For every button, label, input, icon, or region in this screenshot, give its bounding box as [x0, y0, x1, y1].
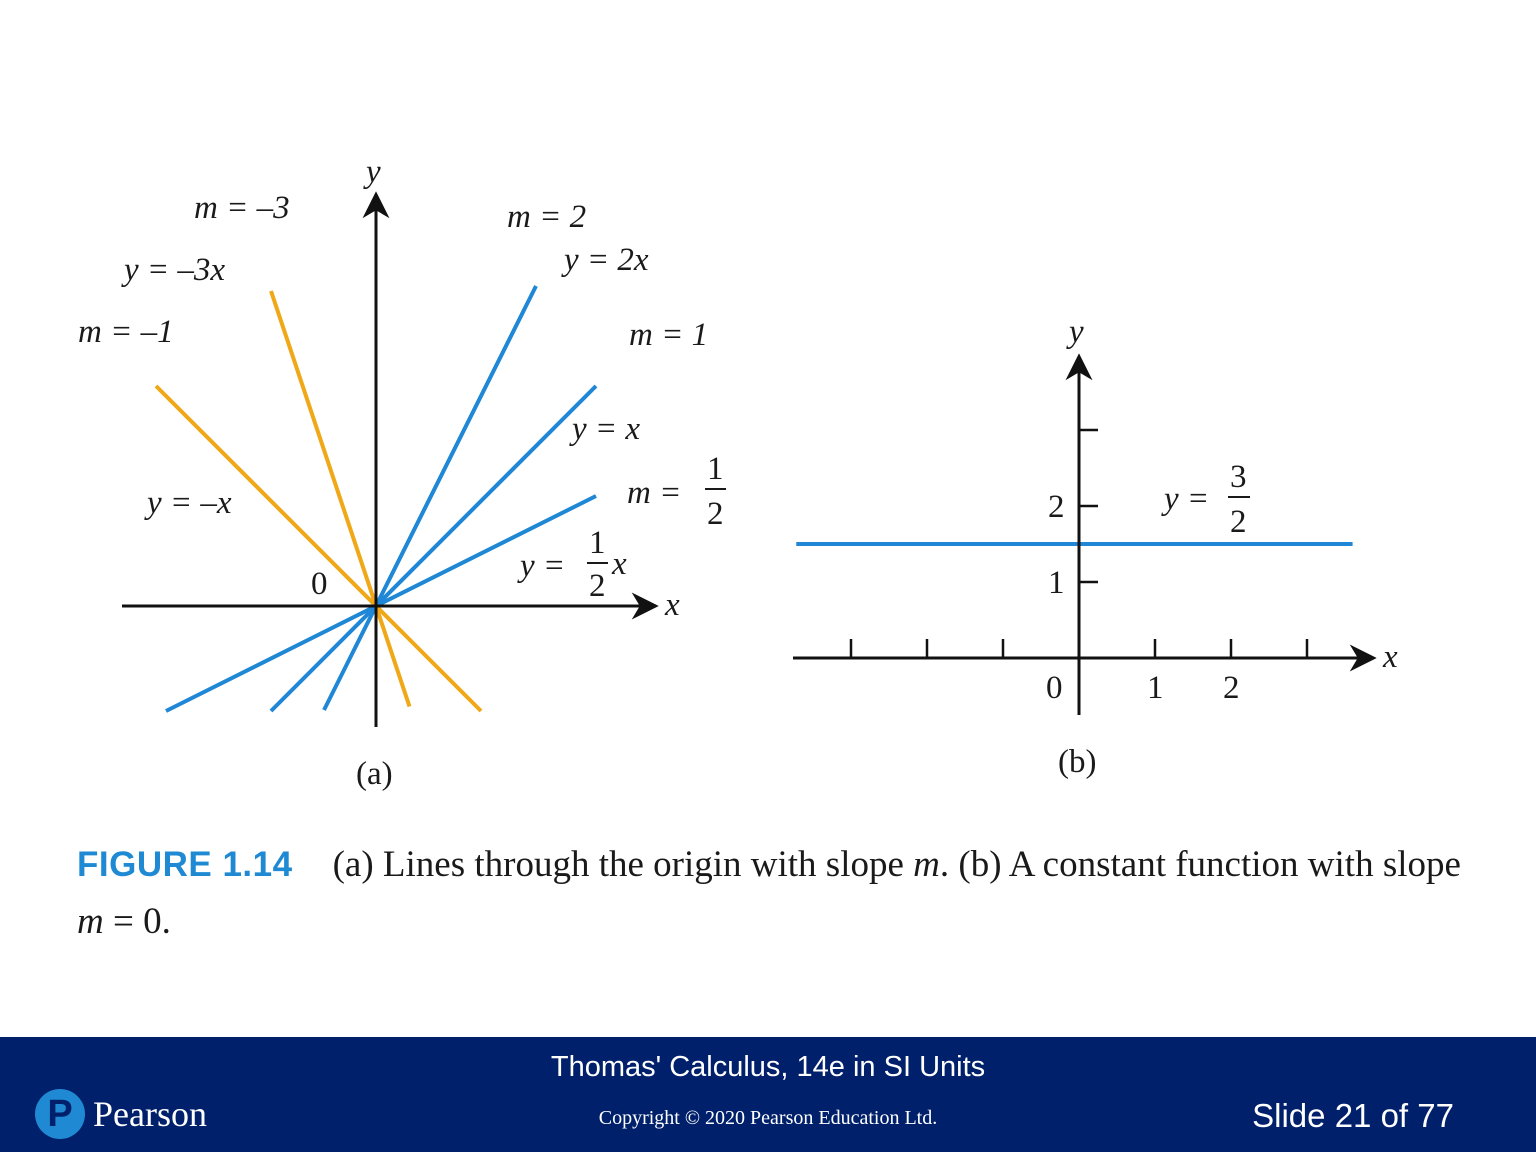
svg-text:2: 2 — [589, 568, 606, 604]
slope-label-m-neg1: m = –1 — [78, 314, 174, 350]
svg-text:1: 1 — [707, 451, 724, 487]
copyright: Copyright © 2020 Pearson Education Ltd. — [598, 1107, 938, 1129]
slide-of: of — [1380, 1097, 1409, 1134]
eq-label-y-half-x: y = (1/2)x y = 1 2 x — [517, 525, 627, 604]
panel-b-chart: y x 0 1 2 1 2 y = 3/2 y = 3 2 (b) — [793, 314, 1398, 780]
svg-text:2: 2 — [1230, 504, 1247, 540]
eq-label-y-negx: y = –x — [144, 485, 232, 521]
eq-label-y-three-halves: y = 3/2 y = 3 2 — [1161, 459, 1250, 540]
caption-text-1: (a) Lines through the origin with slope — [332, 844, 914, 885]
slope-label-m-half: m = 1/2 m = 1 2 — [627, 451, 726, 532]
caption-var-m2: m — [77, 901, 104, 942]
panel-b-x-tick-label-0: 0 — [1046, 670, 1063, 706]
slope-label-m-neg3: m = –3 — [194, 190, 290, 226]
slide-counter: Slide 21 of 77 — [1252, 1097, 1454, 1135]
panel-b-y-axis-label: y — [1066, 314, 1084, 350]
series-line-4 — [165, 494, 597, 713]
book-title: Thomas' Calculus, 14e in SI Units — [550, 1051, 986, 1083]
figure-1-14: y x 0 m = –3 y = –3x m = –1 y = –x m = 2… — [78, 154, 1398, 792]
slide-footer: Thomas' Calculus, 14e in SI Units Copyri… — [0, 1037, 1536, 1152]
eq-label-y-x: y = x — [569, 411, 640, 447]
series-line-3 — [269, 384, 598, 713]
svg-text:3: 3 — [1230, 459, 1247, 495]
slide-total: 77 — [1417, 1097, 1454, 1134]
svg-text:1: 1 — [589, 525, 606, 561]
svg-text:x: x — [611, 546, 627, 582]
panel-b-label: (b) — [1058, 744, 1096, 780]
slide-number: 21 — [1334, 1097, 1372, 1134]
panel-b-y-tick-label-2: 2 — [1048, 489, 1065, 525]
series-line-0 — [269, 290, 412, 708]
slope-label-m-2: m = 2 — [507, 199, 586, 235]
pearson-brand: Pearson — [93, 1094, 207, 1134]
panel-b-x-axis-label: x — [1382, 639, 1398, 675]
panel-a-x-axis-label: x — [664, 587, 680, 623]
series-line-1 — [154, 384, 483, 713]
panel-a-origin-label: 0 — [311, 566, 328, 602]
panel-b-x-tick-label-2: 2 — [1223, 670, 1240, 706]
panel-a-label: (a) — [356, 756, 393, 792]
panel-b-ticks — [849, 428, 1309, 658]
figure-caption: FIGURE 1.14 (a) Lines through the origin … — [77, 836, 1477, 950]
panel-a-chart: y x 0 m = –3 y = –3x m = –1 y = –x m = 2… — [78, 154, 726, 792]
figure-number: FIGURE 1.14 — [77, 845, 293, 884]
panel-a-y-axis-label: y — [363, 154, 381, 190]
series-line-2 — [322, 285, 538, 711]
panel-b-x-tick-label-1: 1 — [1147, 670, 1164, 706]
svg-text:2: 2 — [707, 496, 724, 532]
svg-text:y =: y = — [1161, 481, 1209, 517]
caption-text-2: . (b) A constant function with slope — [939, 844, 1461, 885]
slope-label-m-1: m = 1 — [629, 317, 708, 353]
pearson-logo-icon: P — [35, 1089, 85, 1139]
slide-prefix: Slide — [1252, 1097, 1326, 1134]
panel-b-y-tick-label-1: 1 — [1048, 565, 1065, 601]
svg-text:m =: m = — [627, 475, 681, 511]
eq-label-y-neg3x: y = –3x — [121, 252, 225, 288]
caption-var-m: m — [913, 844, 940, 885]
svg-text:y =: y = — [517, 548, 565, 584]
eq-label-y-2x: y = 2x — [561, 242, 649, 278]
caption-text-3: = 0. — [103, 901, 171, 942]
